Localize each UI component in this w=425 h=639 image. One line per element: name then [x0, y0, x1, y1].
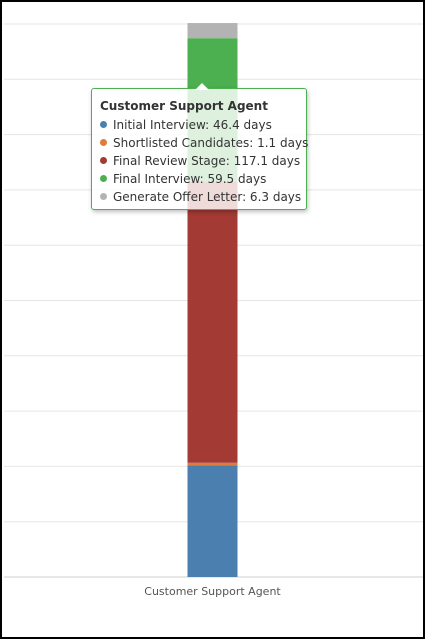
tooltip-row-label: Shortlisted Candidates: 1.1 days: [113, 136, 309, 150]
series-dot-icon: [100, 193, 107, 200]
series-dot-icon: [100, 121, 107, 128]
tooltip-row-label: Final Interview: 59.5 days: [113, 172, 267, 186]
tooltip-row-final-interview: Final Interview: 59.5 days: [100, 170, 306, 188]
chart-tooltip: Customer Support Agent Initial Interview…: [91, 81, 309, 210]
tooltip-row-label: Initial Interview: 46.4 days: [113, 118, 272, 132]
tooltip-row-generate-offer-letter: Generate Offer Letter: 6.3 days: [100, 188, 306, 206]
bar-segment-generate-offer-letter[interactable]: [187, 23, 238, 39]
tooltip-title: Customer Support Agent: [100, 99, 268, 113]
series-dot-icon: [100, 139, 107, 146]
series-dot-icon: [100, 157, 107, 164]
series-dot-icon: [100, 175, 107, 182]
tooltip-row-label: Generate Offer Letter: 6.3 days: [113, 190, 302, 204]
x-tick-label: Customer Support Agent: [144, 585, 281, 598]
tooltip-caret-inner: [195, 83, 209, 90]
bar-segment-shortlisted-candidates[interactable]: [187, 462, 238, 466]
tooltip-row-initial-interview: Initial Interview: 46.4 days: [100, 116, 306, 134]
bar-segment-final-review-stage[interactable]: [187, 181, 238, 463]
tooltip-row-final-review-stage: Final Review Stage: 117.1 days: [100, 152, 306, 170]
tooltip-row-label: Final Review Stage: 117.1 days: [113, 154, 301, 168]
tooltip-row-shortlisted-candidates: Shortlisted Candidates: 1.1 days: [100, 134, 309, 152]
bar-segment-initial-interview[interactable]: [187, 465, 238, 577]
